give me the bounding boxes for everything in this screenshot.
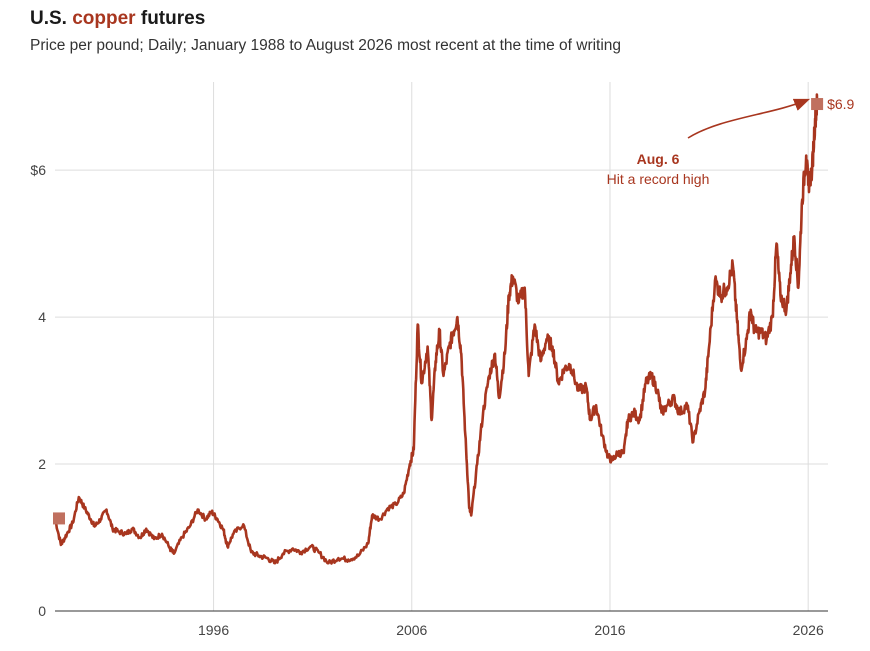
x-tick-label: 2016	[594, 622, 625, 638]
annotation-arrow	[687, 98, 811, 139]
y-tick-label: $6	[30, 162, 46, 178]
y-tick-label: 2	[38, 456, 46, 472]
annotation-date: Aug. 6	[637, 151, 680, 167]
title-part1: U.S.	[30, 8, 73, 29]
price-line	[53, 93, 819, 565]
end-marker	[811, 98, 824, 111]
title-accent: copper	[72, 8, 136, 29]
annotation-text: Hit a record high	[607, 171, 710, 187]
chart-subtitle: Price per pound; Daily; January 1988 to …	[30, 37, 622, 54]
y-tick-label: 4	[38, 309, 46, 325]
chart-title: U.S. copper futures	[30, 8, 205, 30]
x-tick-label: 2026	[793, 622, 824, 638]
y-tick-label: 0	[38, 603, 46, 619]
x-tick-label: 1996	[198, 622, 229, 638]
end-value-label: $6.9	[827, 96, 854, 112]
title-part2: futures	[135, 8, 206, 29]
x-tick-label: 2006	[396, 622, 427, 638]
axis-ticks: 0 2 4 $6 1996 2006 2016 2026	[30, 162, 824, 638]
start-marker	[53, 512, 65, 525]
